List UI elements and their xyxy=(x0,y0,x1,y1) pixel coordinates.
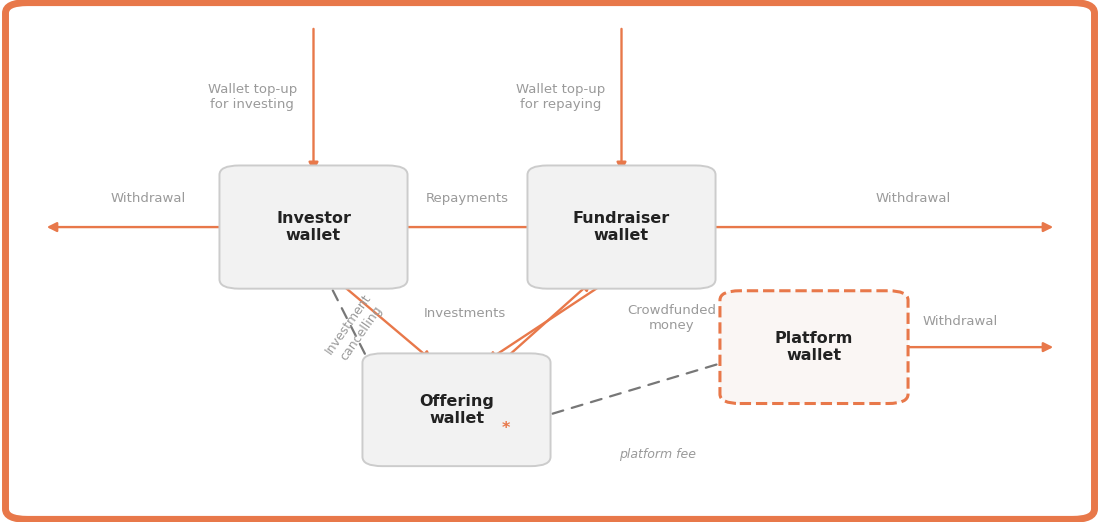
Text: Investment
cancelling: Investment cancelling xyxy=(323,292,386,366)
FancyBboxPatch shape xyxy=(219,165,407,289)
Text: Wallet top-up
for repaying: Wallet top-up for repaying xyxy=(516,82,605,111)
Text: Investments: Investments xyxy=(424,307,506,319)
FancyBboxPatch shape xyxy=(362,353,550,466)
Text: Crowdfunded
money: Crowdfunded money xyxy=(627,304,716,333)
Text: platform fee: platform fee xyxy=(618,448,695,460)
Text: Withdrawal: Withdrawal xyxy=(876,192,950,205)
Text: Withdrawal: Withdrawal xyxy=(922,315,998,327)
Text: Offering
wallet: Offering wallet xyxy=(419,394,494,426)
Text: Fundraiser
wallet: Fundraiser wallet xyxy=(573,211,670,243)
FancyBboxPatch shape xyxy=(527,165,715,289)
FancyBboxPatch shape xyxy=(719,291,909,404)
Text: Platform
wallet: Platform wallet xyxy=(774,331,854,363)
Text: Investor
wallet: Investor wallet xyxy=(276,211,351,243)
Text: Repayments: Repayments xyxy=(426,192,509,205)
Text: *: * xyxy=(502,421,510,435)
Text: Withdrawal: Withdrawal xyxy=(111,192,186,205)
FancyBboxPatch shape xyxy=(6,3,1094,519)
Text: Wallet top-up
for investing: Wallet top-up for investing xyxy=(208,82,297,111)
